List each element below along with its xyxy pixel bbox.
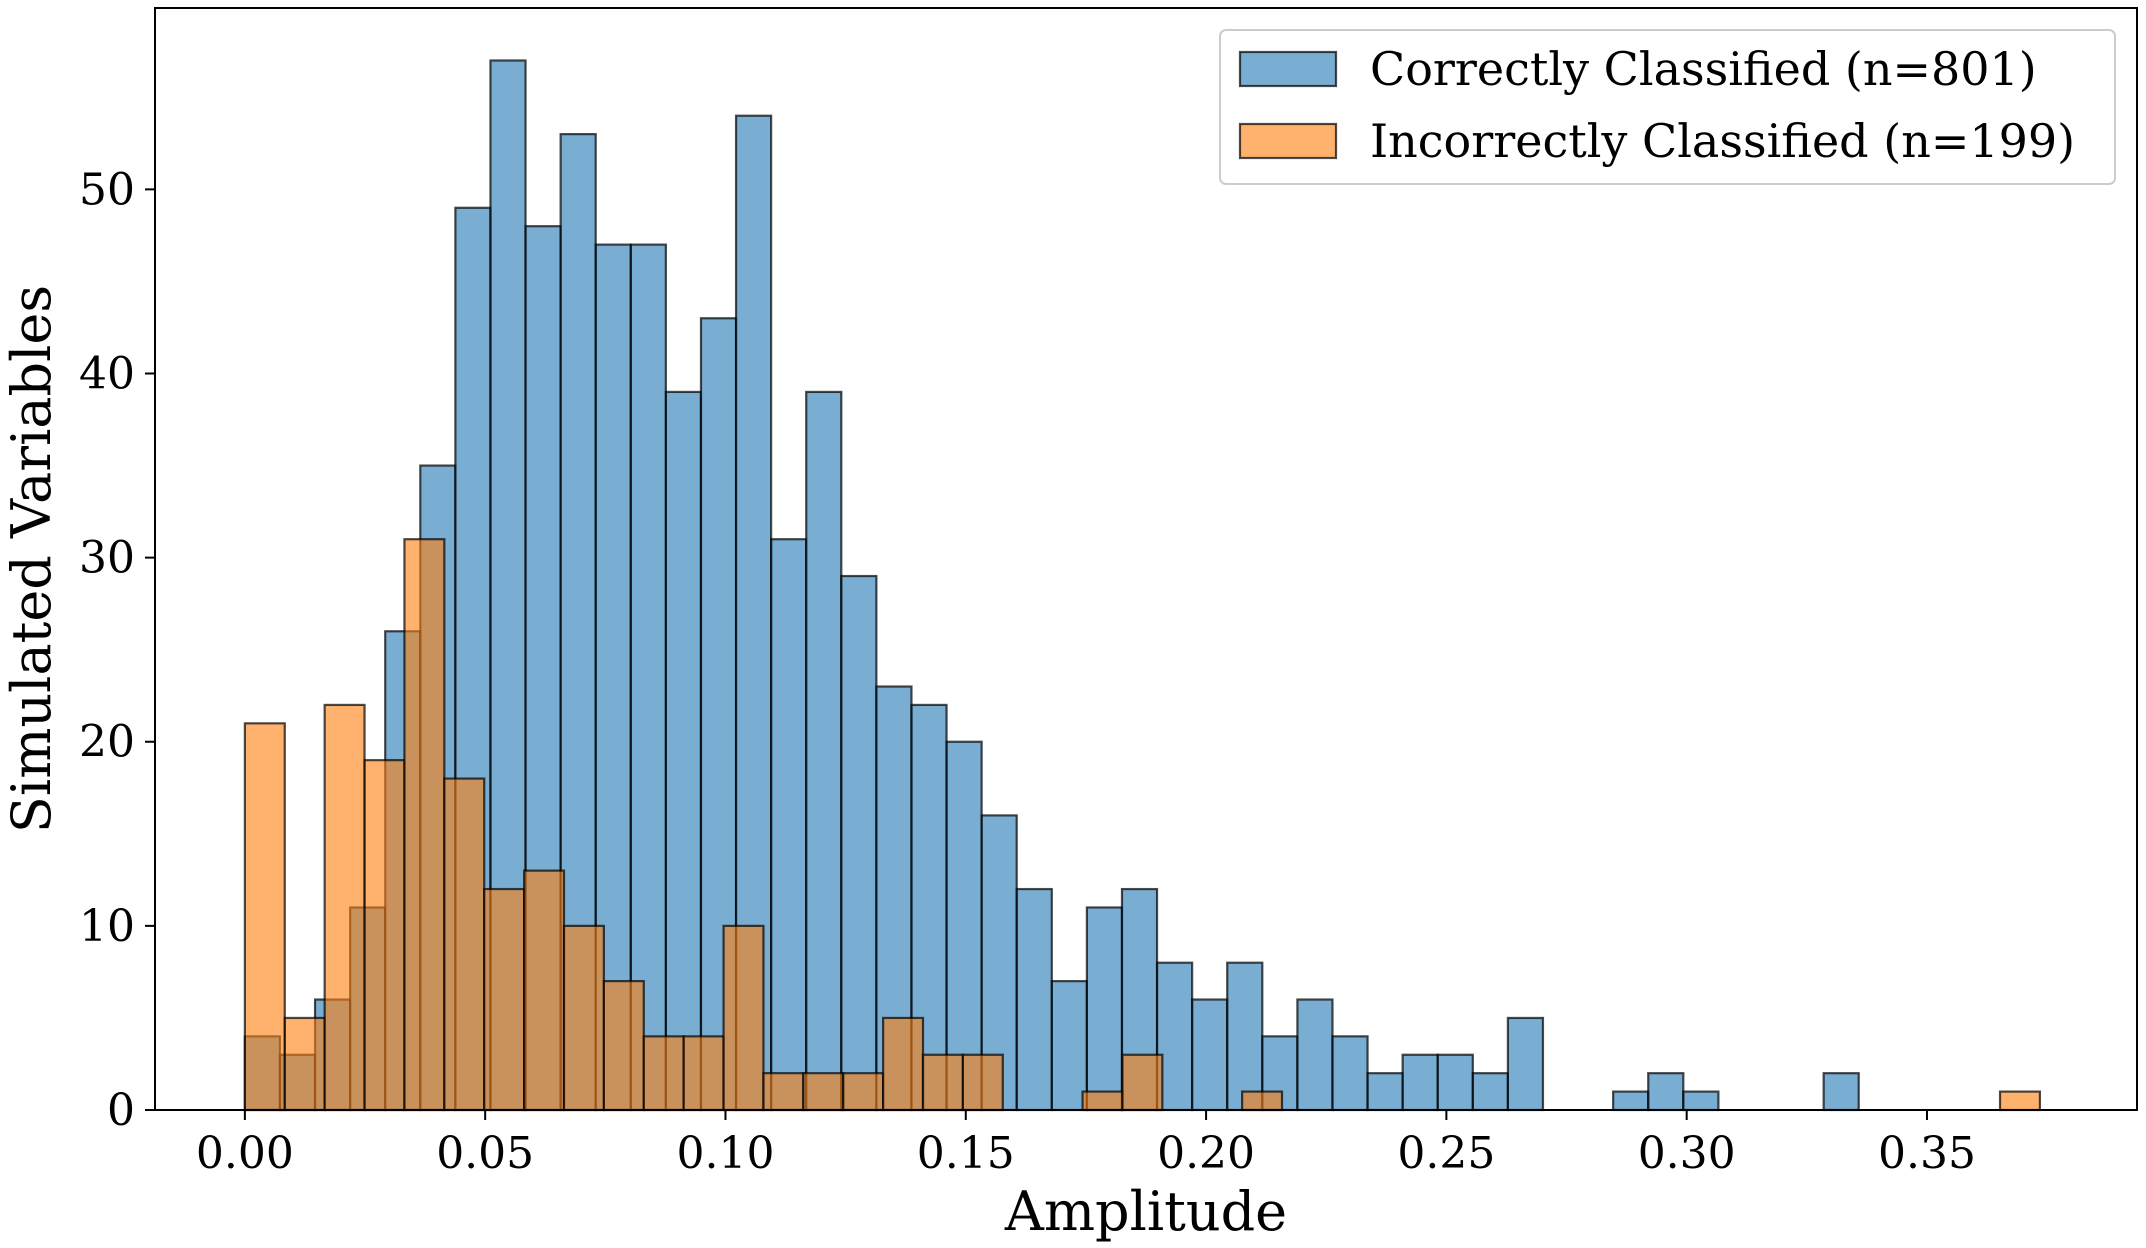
- bar-correct-bin-30: [1296, 998, 1334, 1112]
- bar-correct-bin-36: [1506, 1016, 1545, 1112]
- bar-incorrect-bin-11: [682, 1035, 725, 1112]
- legend: Correctly Classified (n=801) Incorrectly…: [1219, 29, 2116, 185]
- y-tick-label: 0: [107, 1085, 135, 1136]
- y-tick-label: 30: [79, 533, 135, 584]
- bar-correct-bin-20: [945, 740, 983, 1112]
- incorrect-bars: [243, 538, 2042, 1112]
- bar-correct-bin-16: [805, 390, 843, 1112]
- bar-incorrect-bin-8: [562, 924, 605, 1112]
- x-tick-label: 0.30: [1638, 1128, 1736, 1179]
- bar-correct-bin-35: [1471, 1072, 1509, 1112]
- x-tick-label: 0.20: [1157, 1128, 1255, 1179]
- y-tick-label: 50: [79, 164, 135, 215]
- bar-incorrect-bin-9: [602, 980, 645, 1112]
- bar-incorrect-bin-44: [1998, 1090, 2042, 1112]
- bar-incorrect-bin-5: [443, 777, 486, 1112]
- bar-incorrect-bin-18: [961, 1053, 1004, 1112]
- bar-correct-bin-41: [1682, 1090, 1720, 1112]
- x-tick-label: 0.35: [1878, 1128, 1976, 1179]
- y-tick-label: 40: [79, 348, 135, 399]
- bar-correct-bin-31: [1331, 1035, 1369, 1112]
- plot-frame: [154, 7, 2138, 1111]
- x-axis-ticks: 0.00 0.05 0.10 0.15 0.20 0.25 0.30 0.35: [196, 1110, 1976, 1179]
- bar-correct-bin-27: [1191, 998, 1229, 1112]
- x-tick-label: 0.10: [676, 1128, 774, 1179]
- bar-correct-bin-24: [1085, 906, 1124, 1112]
- bar-incorrect-bin-2: [323, 703, 366, 1112]
- legend-label-correct: Correctly Classified (n=801): [1370, 42, 2037, 96]
- bar-incorrect-bin-0: [243, 722, 286, 1112]
- bar-incorrect-bin-22: [1121, 1053, 1164, 1112]
- bar-correct-bin-12: [664, 390, 703, 1112]
- bar-incorrect-bin-14: [802, 1072, 845, 1112]
- bar-correct-bin-22: [1015, 887, 1053, 1112]
- x-tick-label: 0.05: [436, 1128, 534, 1179]
- x-tick-label: 0.00: [196, 1128, 294, 1179]
- y-tick-label: 20: [79, 717, 135, 768]
- bar-correct-bin-33: [1401, 1053, 1439, 1112]
- x-tick-label: 0.15: [917, 1128, 1015, 1179]
- bar-incorrect-bin-25: [1241, 1090, 1284, 1112]
- bar-incorrect-bin-15: [842, 1072, 885, 1112]
- legend-swatch-incorrect: [1238, 122, 1338, 160]
- bar-correct-bin-32: [1366, 1072, 1404, 1112]
- bar-incorrect-bin-4: [403, 538, 446, 1112]
- bar-correct-bin-11: [629, 243, 667, 1112]
- bar-correct-bin-40: [1647, 1072, 1685, 1112]
- bar-correct-bin-17: [840, 574, 878, 1112]
- bar-correct-bin-45: [1822, 1072, 1860, 1112]
- bar-incorrect-bin-21: [1081, 1090, 1124, 1112]
- x-axis-label: Amplitude: [1004, 1180, 1287, 1243]
- bar-incorrect-bin-13: [762, 1072, 805, 1112]
- x-tick-label: 0.25: [1397, 1128, 1495, 1179]
- legend-label-incorrect: Incorrectly Classified (n=199): [1370, 114, 2075, 168]
- bar-incorrect-bin-10: [642, 1035, 685, 1112]
- bar-incorrect-bin-16: [882, 1016, 925, 1112]
- y-tick-label: 10: [79, 901, 135, 952]
- bar-incorrect-bin-17: [921, 1053, 964, 1112]
- bar-incorrect-bin-3: [363, 759, 406, 1112]
- bar-incorrect-bin-7: [523, 869, 566, 1112]
- bar-correct-bin-34: [1436, 1053, 1474, 1112]
- bar-correct-bin-28: [1226, 961, 1264, 1112]
- legend-box: [1219, 29, 2116, 185]
- bar-incorrect-bin-1: [283, 1016, 326, 1112]
- legend-swatch-correct: [1238, 50, 1338, 88]
- bar-incorrect-bin-6: [483, 887, 526, 1112]
- bar-correct-bin-39: [1612, 1090, 1650, 1112]
- bar-incorrect-bin-12: [722, 924, 765, 1112]
- y-axis-label: Simulated Variables: [0, 285, 63, 833]
- bar-correct-bin-15: [770, 538, 808, 1112]
- y-axis-ticks: 0 10 20 30 40 50: [79, 164, 155, 1136]
